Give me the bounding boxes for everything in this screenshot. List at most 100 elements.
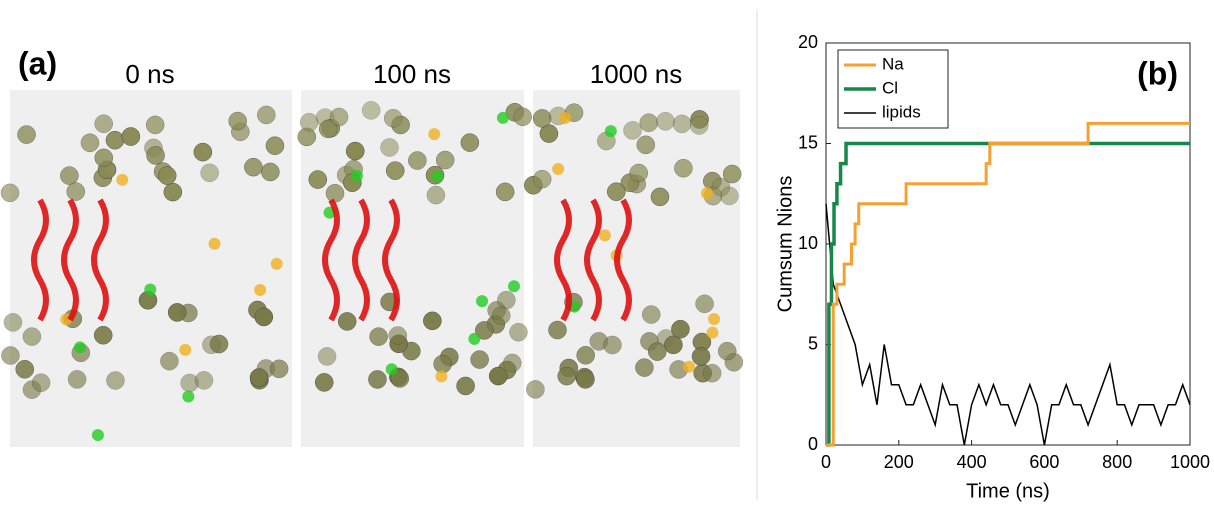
lipid-sphere — [717, 341, 737, 361]
lipid-sphere — [94, 148, 114, 168]
snapshot-title: 100 ns — [373, 59, 451, 89]
ion — [552, 162, 565, 175]
ion — [604, 125, 617, 138]
lipid-sphere — [388, 326, 408, 345]
x-tick-label: 600 — [1029, 452, 1059, 472]
lipid-sphere — [532, 169, 552, 189]
lipid-sphere — [426, 185, 446, 205]
lipid-sphere — [22, 327, 42, 346]
lipid-sphere — [145, 115, 165, 135]
lipid-sphere — [695, 294, 714, 314]
lipid-sphere — [369, 327, 388, 346]
lipid-sphere — [548, 320, 567, 340]
lipid-sphere — [146, 146, 165, 165]
lipid-sphere — [94, 114, 113, 133]
ion — [476, 295, 489, 308]
lipid-sphere — [576, 346, 595, 365]
ion — [179, 343, 192, 356]
lipid-sphere — [672, 114, 692, 134]
lipid-sphere — [269, 359, 289, 379]
lipid-sphere — [648, 342, 667, 361]
lipid-sphere — [603, 335, 622, 355]
lipid-sphere — [244, 157, 263, 177]
snapshot-images — [0, 90, 744, 447]
ion — [683, 360, 696, 373]
lipid-sphere — [636, 135, 656, 155]
legend-label: Cl — [882, 78, 898, 97]
snapshot-title: 1000 ns — [590, 59, 683, 89]
lipid-sphere — [456, 376, 475, 396]
lipid-sphere — [67, 370, 87, 389]
lipid-sphere — [475, 321, 494, 340]
x-tick-label: 0 — [821, 452, 831, 472]
lipid-sphere — [385, 161, 405, 180]
lipid-sphere — [0, 183, 20, 203]
lipid-sphere — [93, 325, 113, 345]
lipid-sphere — [526, 380, 545, 399]
x-tick-label: 200 — [884, 452, 914, 472]
ion — [431, 170, 444, 183]
lipid-sphere — [254, 307, 274, 327]
y-tick-label: 5 — [808, 333, 818, 353]
lipid-sphere — [513, 107, 532, 127]
lipid-sphere — [460, 133, 480, 152]
snapshot-title: 0 ns — [125, 59, 174, 89]
lipid-sphere — [488, 366, 508, 386]
ion — [73, 341, 86, 354]
lipid-sphere — [228, 111, 247, 131]
lipid-sphere — [722, 164, 742, 184]
lipid-sphere — [202, 335, 221, 355]
lipid-sphere — [325, 184, 345, 203]
lipid-sphere — [15, 359, 35, 379]
ion — [706, 326, 719, 339]
ion — [144, 283, 157, 296]
lipid-sphere — [1, 346, 20, 365]
lipid-sphere — [257, 105, 276, 125]
lipid-sphere — [3, 313, 23, 332]
ion — [598, 229, 611, 242]
ion — [91, 429, 104, 442]
panel-label: (b) — [1137, 55, 1178, 91]
ion — [116, 173, 129, 186]
lipid-sphere — [664, 335, 683, 355]
ion — [708, 312, 721, 325]
lipid-sphere — [671, 319, 690, 339]
series-line — [825, 203, 1191, 446]
lipid-sphere — [314, 373, 334, 392]
lipid-sphere — [380, 138, 399, 157]
lipid-sphere — [623, 121, 642, 140]
y-tick-label: 15 — [798, 132, 818, 152]
protein-helix — [31, 198, 109, 322]
lipid-sphere — [674, 158, 693, 178]
panel-label: (a) — [18, 45, 57, 81]
lipid-sphere — [361, 101, 381, 120]
lipid-sphere — [345, 141, 365, 161]
lipid-sphere — [317, 347, 337, 366]
lipid-sphere — [557, 366, 576, 386]
protein-helix — [322, 198, 400, 322]
lipid-sphere — [66, 182, 86, 201]
lipid-sphere — [650, 187, 670, 207]
ion — [507, 280, 520, 293]
lipid-sphere — [329, 107, 349, 127]
lipid-sphere — [194, 371, 214, 390]
ion — [350, 169, 363, 182]
lipid-sphere — [656, 112, 675, 131]
lipid-sphere — [167, 303, 187, 322]
y-tick-label: 20 — [798, 32, 818, 52]
lipid-sphere — [121, 127, 141, 146]
ion — [385, 363, 398, 376]
snapshot-background — [301, 90, 524, 447]
lipid-sphere — [249, 368, 269, 387]
lipid-sphere — [105, 130, 125, 150]
lipid-sphere — [17, 125, 36, 144]
lipid-sphere — [509, 322, 528, 342]
lipid-sphere — [576, 370, 595, 389]
x-tick-label: 1000 — [1170, 452, 1210, 472]
lipid-sphere — [265, 136, 285, 155]
lipid-sphere — [629, 163, 648, 183]
series-line — [826, 121, 1190, 447]
lipid-sphere — [368, 370, 387, 389]
x-axis-label: Time (ns) — [966, 480, 1050, 502]
